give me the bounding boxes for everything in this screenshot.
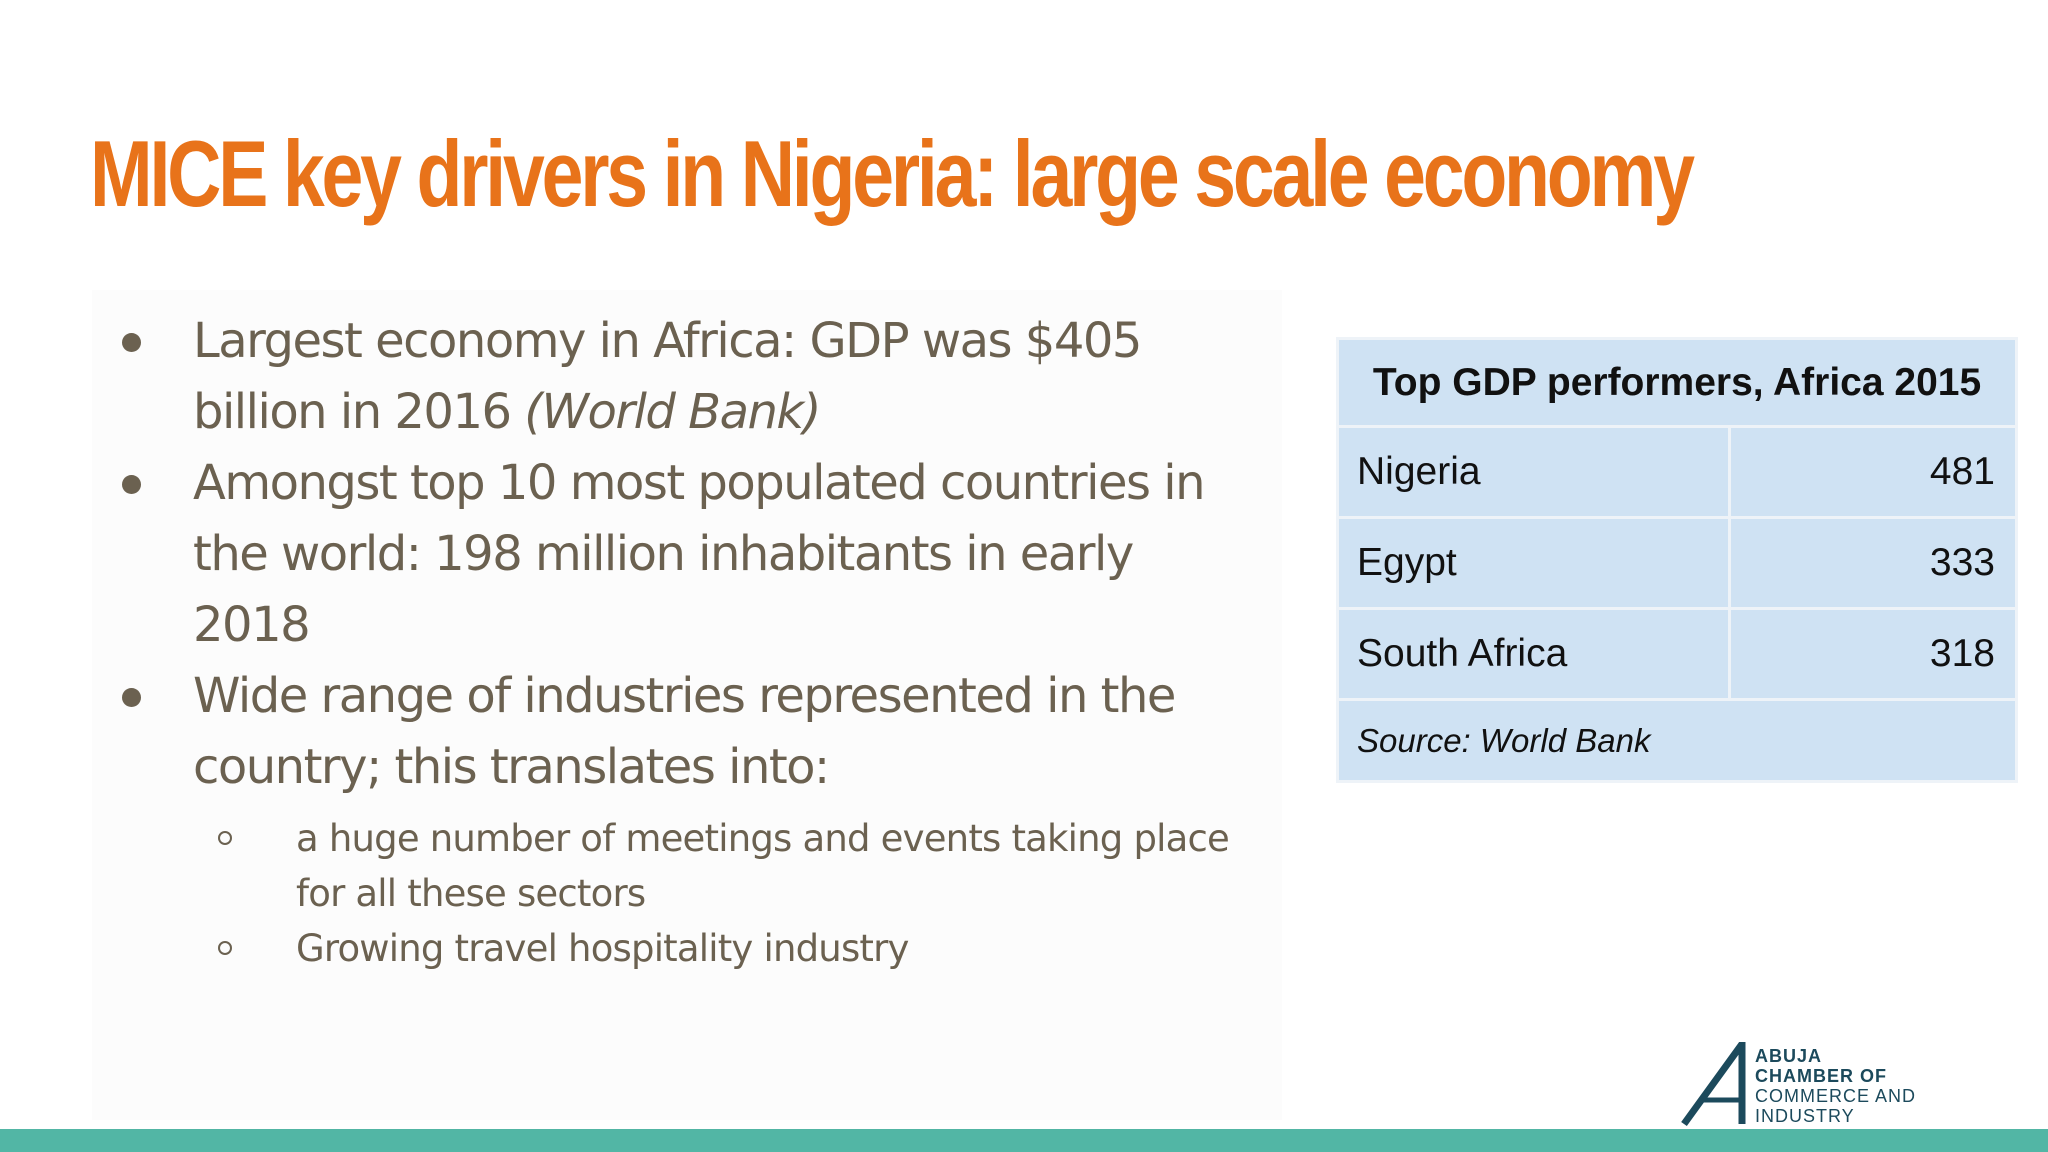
value-cell: 318 [1728, 607, 2018, 701]
table-title: Top GDP performers, Africa 2015 [1336, 337, 2018, 428]
sub-bullet-text: Growing travel hospitality industry [296, 927, 909, 970]
bullet-item-population: Amongst top 10 most populated countries … [110, 448, 1260, 661]
table-source-row: Source: World Bank [1336, 698, 2018, 783]
gdp-table: Top GDP performers, Africa 2015 Nigeria … [1336, 337, 2018, 783]
hollow-circle-icon [218, 831, 232, 845]
slide-title: MICE key drivers in Nigeria: large scale… [90, 121, 1695, 226]
country-cell: Nigeria [1336, 425, 1731, 519]
content-panel [92, 290, 1282, 1120]
bullet-item-industries: Wide range of industries represented in … [110, 661, 1260, 976]
bullet-text: Largest economy in Africa: GDP was $405 … [193, 313, 1142, 440]
bullet-dot-icon [122, 333, 141, 352]
table-row: Egypt 333 [1336, 516, 2018, 610]
chamber-logo: ABUJA CHAMBER OF COMMERCE AND INDUSTRY [1680, 1042, 1940, 1127]
table-source: Source: World Bank [1336, 698, 2018, 783]
sub-bullet-item: Growing travel hospitality industry [193, 921, 1260, 976]
table-row: Nigeria 481 [1336, 425, 2018, 519]
logo-line: COMMERCE AND [1755, 1086, 1917, 1106]
bullet-dot-icon [122, 688, 141, 707]
bullet-emphasis: (World Bank) [524, 384, 821, 440]
value-cell: 333 [1728, 516, 2018, 610]
table-row: South Africa 318 [1336, 607, 2018, 701]
logo-a-mark-icon [1681, 1042, 1746, 1127]
country-cell: Egypt [1336, 516, 1731, 610]
bullet-item-economy: Largest economy in Africa: GDP was $405 … [110, 306, 1260, 448]
hollow-circle-icon [218, 941, 232, 955]
bullet-text: Amongst top 10 most populated countries … [193, 455, 1206, 653]
logo-line: ABUJA [1755, 1046, 1823, 1066]
bullet-dot-icon [122, 475, 141, 494]
value-cell: 481 [1728, 425, 2018, 519]
sub-bullet-text: a huge number of meetings and events tak… [296, 817, 1230, 915]
bottom-accent-bar [0, 1129, 2048, 1152]
bullet-text: Wide range of industries represented in … [193, 668, 1176, 795]
logo-line: CHAMBER OF [1755, 1066, 1887, 1086]
logo-line: INDUSTRY [1755, 1106, 1855, 1126]
bullet-list: Largest economy in Africa: GDP was $405 … [110, 306, 1260, 976]
logo-text: ABUJA CHAMBER OF COMMERCE AND INDUSTRY [1755, 1046, 1916, 1126]
sub-bullet-list: a huge number of meetings and events tak… [193, 811, 1260, 976]
sub-bullet-item: a huge number of meetings and events tak… [193, 811, 1260, 921]
country-cell: South Africa [1336, 607, 1731, 701]
table-header-row: Top GDP performers, Africa 2015 [1336, 337, 2018, 428]
